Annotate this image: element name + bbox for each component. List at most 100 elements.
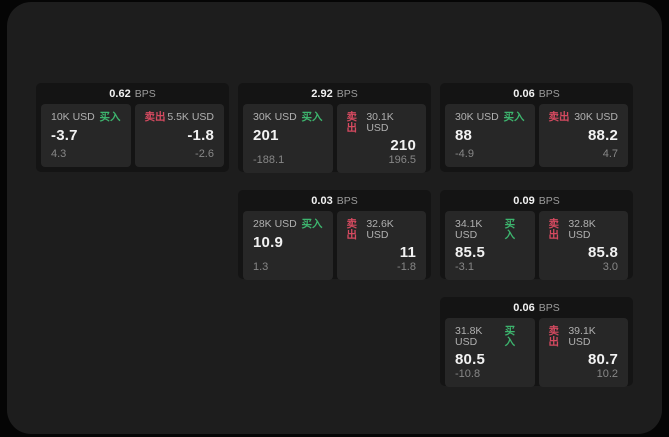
bps-unit-label: BPS [538,301,560,314]
buy-quote-cell[interactable]: 31.8K USD 买入 80.5 -10.8 [445,318,535,387]
bps-value: 0.62 [109,87,131,100]
sell-cell-top: 卖出 30.1K USD [347,112,417,133]
bps-value: 0.09 [513,194,535,207]
buy-tag: 买入 [99,111,121,123]
sell-cell-top: 卖出 39.1K USD [549,326,619,347]
buy-price: -3.7 [51,126,78,144]
buy-cell-top: 10K USD 买入 [51,112,121,123]
sell-amount: 32.6K USD [366,218,394,241]
card-body: 28K USD 买入 10.9 1.3 卖出 32.6K USD 11 -1.8 [238,211,431,285]
buy-quote-cell[interactable]: 34.1K USD 买入 85.5 -3.1 [445,211,535,280]
sell-cell-top: 卖出 32.6K USD [347,219,417,240]
buy-tag: 买入 [301,218,323,230]
card-header: 0.09 BPS [440,190,633,211]
buy-delta: 1.3 [253,260,269,273]
buy-amount: 34.1K USD [455,218,483,241]
sell-delta: 3.0 [602,260,618,273]
sell-price: -1.8 [187,126,214,144]
bps-quote-card[interactable]: 0.06 BPS 30K USD 买入 88 -4.9 卖出 30K USD 8… [440,83,633,172]
buy-cell-top: 30K USD 买入 [455,112,525,123]
card-header: 0.03 BPS [238,190,431,211]
buy-price: 10.9 [253,233,283,251]
sell-quote-cell[interactable]: 卖出 30K USD 88.2 4.7 [538,104,628,167]
bps-unit-label: BPS [336,194,358,207]
buy-cell-top: 30K USD 买入 [253,112,323,123]
bps-unit-label: BPS [538,194,560,207]
buy-tag: 买入 [504,325,516,348]
buy-delta: 4.3 [51,148,67,160]
buy-quote-cell[interactable]: 28K USD 买入 10.9 1.3 [243,211,333,280]
bps-value: 0.06 [513,87,535,100]
card-header: 2.92 BPS [238,83,431,104]
buy-delta: -4.9 [455,148,474,160]
buy-tag: 买入 [504,218,516,241]
bps-quote-card[interactable]: 0.06 BPS 31.8K USD 买入 80.5 -10.8 卖出 39.1… [440,297,633,387]
buy-cell-top: 28K USD 买入 [253,219,323,230]
card-body: 31.8K USD 买入 80.5 -10.8 卖出 39.1K USD 80.… [440,318,633,392]
sell-price: 11 [399,244,416,261]
bps-unit-label: BPS [134,87,156,100]
card-header: 0.06 BPS [440,297,633,318]
quote-cards-grid: 0.62 BPS 10K USD 买入 -3.7 4.3 卖出 5.5K USD… [36,83,633,387]
sell-tag: 卖出 [346,111,358,134]
sell-quote-cell[interactable]: 卖出 5.5K USD -1.8 -2.6 [134,104,224,167]
sell-delta: 196.5 [388,153,416,166]
card-body: 34.1K USD 买入 85.5 -3.1 卖出 32.8K USD 85.8… [440,211,633,285]
buy-amount: 30K USD [455,111,499,123]
buy-amount: 31.8K USD [455,325,483,348]
sell-tag: 卖出 [548,218,560,241]
buy-tag: 买入 [503,111,525,123]
buy-price: 80.5 [455,351,485,368]
bps-quote-card[interactable]: 0.03 BPS 28K USD 买入 10.9 1.3 卖出 32.6K US… [238,190,431,280]
card-body: 10K USD 买入 -3.7 4.3 卖出 5.5K USD -1.8 -2.… [36,104,229,172]
sell-delta: 10.2 [596,367,618,380]
buy-price: 201 [253,126,279,144]
sell-amount: 39.1K USD [568,325,596,348]
sell-tag: 卖出 [548,111,570,123]
bps-unit-label: BPS [538,87,560,100]
sell-tag: 卖出 [346,218,358,241]
sell-delta: -2.6 [195,148,214,160]
bps-quote-card[interactable]: 2.92 BPS 30K USD 买入 201 -188.1 卖出 30.1K … [238,83,431,173]
sell-quote-cell[interactable]: 卖出 39.1K USD 80.7 10.2 [538,318,628,387]
bps-value: 0.06 [513,301,535,314]
buy-price: 88 [455,126,473,144]
sell-amount: 30.1K USD [366,111,394,134]
bps-value: 2.92 [311,87,333,100]
buy-cell-top: 31.8K USD 买入 [455,326,525,347]
sell-quote-cell[interactable]: 卖出 32.6K USD 11 -1.8 [336,211,426,280]
sell-price: 210 [390,137,416,154]
buy-cell-top: 34.1K USD 买入 [455,219,525,240]
buy-delta: -10.8 [455,367,481,380]
buy-quote-cell[interactable]: 10K USD 买入 -3.7 4.3 [41,104,131,167]
buy-quote-cell[interactable]: 30K USD 买入 88 -4.9 [445,104,535,167]
sell-delta: -1.8 [397,260,416,273]
sell-tag: 卖出 [144,111,166,123]
card-header: 0.06 BPS [440,83,633,104]
card-header: 0.62 BPS [36,83,229,104]
card-body: 30K USD 买入 201 -188.1 卖出 30.1K USD 210 1… [238,104,431,178]
buy-price: 85.5 [455,244,485,261]
sell-delta: 4.7 [602,148,618,160]
sell-price: 88.2 [588,126,618,144]
sell-cell-top: 卖出 5.5K USD [145,112,215,123]
sell-quote-cell[interactable]: 卖出 30.1K USD 210 196.5 [336,104,426,173]
bps-unit-label: BPS [336,87,358,100]
card-body: 30K USD 买入 88 -4.9 卖出 30K USD 88.2 4.7 [440,104,633,172]
buy-tag: 买入 [301,111,323,123]
buy-delta: -188.1 [253,153,285,166]
bps-quote-card[interactable]: 0.09 BPS 34.1K USD 买入 85.5 -3.1 卖出 32.8K… [440,190,633,280]
bps-quote-card[interactable]: 0.62 BPS 10K USD 买入 -3.7 4.3 卖出 5.5K USD… [36,83,229,172]
sell-quote-cell[interactable]: 卖出 32.8K USD 85.8 3.0 [538,211,628,280]
sell-price: 85.8 [588,244,618,261]
buy-amount: 30K USD [253,111,297,123]
sell-amount: 32.8K USD [568,218,596,241]
sell-price: 80.7 [588,351,618,368]
buy-quote-cell[interactable]: 30K USD 买入 201 -188.1 [243,104,333,173]
sell-cell-top: 卖出 32.8K USD [549,219,619,240]
buy-delta: -3.1 [455,260,474,273]
buy-amount: 10K USD [51,111,95,123]
bps-value: 0.03 [311,194,333,207]
sell-cell-top: 卖出 30K USD [549,112,619,123]
buy-amount: 28K USD [253,218,297,230]
